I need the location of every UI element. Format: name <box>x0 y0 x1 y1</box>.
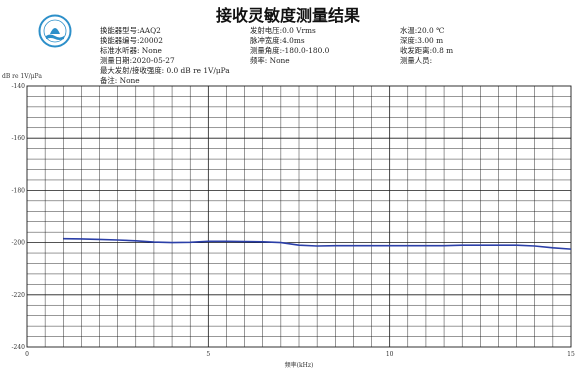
y-tick-label: -180 <box>12 187 26 194</box>
meta-transducer-serial: 换能器编号:20002 <box>100 36 163 45</box>
meta-pulse-width: 脉冲宽度:4.0ms <box>250 36 305 45</box>
meta-water-temp: 水温:20.0 ℃ <box>400 26 445 35</box>
y-tick-label: -160 <box>12 135 26 142</box>
y-axis-ticks: -140 -160 -180 -200 -220 -240 <box>12 83 26 351</box>
institute-logo-icon <box>38 14 72 48</box>
x-axis-ticks: 0 5 10 15 <box>25 351 575 358</box>
plot-frame <box>26 85 572 348</box>
meta-remarks: 备注: None <box>100 76 140 85</box>
series-group <box>63 237 572 250</box>
y-tick-label: -240 <box>12 344 26 351</box>
grid-minor <box>27 86 571 347</box>
meta-depth: 深度:3.00 m <box>400 36 444 45</box>
meta-transducer-model: 换能器型号:AAQ2 <box>100 26 161 35</box>
meta-frequency: 频率: None <box>250 56 290 65</box>
meta-distance: 收发距离:0.8 m <box>400 46 454 55</box>
x-tick-label: 15 <box>567 351 575 358</box>
x-tick-label: 0 <box>25 351 29 358</box>
y-axis-label: dB re 1V/μPa <box>2 73 42 80</box>
meta-operator: 测量人员: <box>400 56 433 65</box>
report-title: 接收灵敏度测量结果 <box>215 6 360 25</box>
meta-measure-angle: 测量角度:-180.0-180.0 <box>250 46 330 55</box>
y-tick-label: -140 <box>12 83 26 90</box>
meta-max-strength: 最大发射/接收强度: 0.0 dB re 1V/μPa <box>100 66 230 75</box>
grid-major <box>27 86 571 347</box>
series-line-0 <box>63 237 572 250</box>
y-tick-label: -200 <box>12 240 26 247</box>
x-tick-label: 5 <box>206 351 210 358</box>
x-axis-label: 频率(kHz) <box>285 361 314 369</box>
meta-measure-date: 测量日期:2020-05-27 <box>100 56 175 65</box>
y-tick-label: -220 <box>12 292 26 299</box>
x-tick-label: 10 <box>386 351 394 358</box>
meta-transmit-voltage: 发射电压:0.0 Vrms <box>250 26 316 35</box>
meta-standard-hydrophone: 标准水听器: None <box>100 46 162 55</box>
